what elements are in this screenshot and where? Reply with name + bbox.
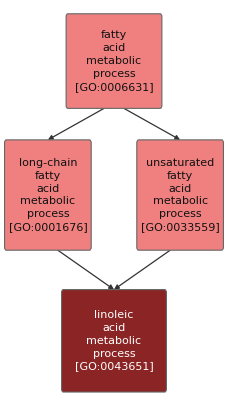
Text: unsaturated
fatty
acid
metabolic
process
[GO:0033559]: unsaturated fatty acid metabolic process… [140,158,219,232]
FancyBboxPatch shape [66,14,161,108]
Text: fatty
acid
metabolic
process
[GO:0006631]: fatty acid metabolic process [GO:0006631… [74,30,153,92]
FancyBboxPatch shape [61,290,166,392]
FancyBboxPatch shape [5,140,91,250]
Text: linoleic
acid
metabolic
process
[GO:0043651]: linoleic acid metabolic process [GO:0043… [74,310,153,372]
Text: long-chain
fatty
acid
metabolic
process
[GO:0001676]: long-chain fatty acid metabolic process … [8,158,87,232]
FancyBboxPatch shape [136,140,222,250]
